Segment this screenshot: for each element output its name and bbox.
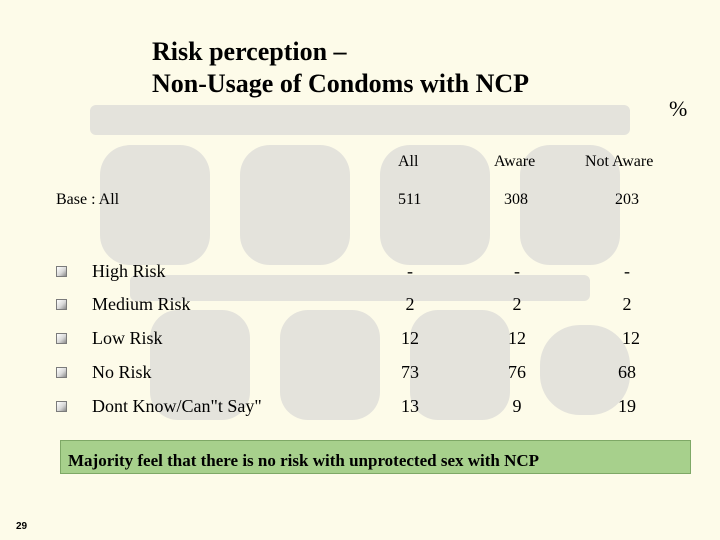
bullet-icon [56, 367, 67, 378]
row-label-low-risk: Low Risk [92, 328, 163, 348]
cell-dont-know-all: 13 [401, 396, 419, 416]
page-title: Risk perception – Non-Usage of Condoms w… [152, 36, 529, 100]
base-label: Base : All [56, 191, 120, 208]
cell-medium-risk-all: 2 [405, 294, 415, 314]
cell-medium-risk-aware: 2 [512, 294, 522, 314]
cell-no-risk-all: 73 [401, 362, 419, 382]
bullet-icon [56, 401, 67, 412]
cell-high-risk-aware: - [514, 261, 520, 281]
base-value-aware: 308 [504, 191, 528, 208]
row-label-high-risk: High Risk [92, 261, 166, 281]
cell-high-risk-all: - [407, 261, 413, 281]
row-label-medium-risk: Medium Risk [92, 294, 191, 314]
title-line-2: Non-Usage of Condoms with NCP [152, 69, 530, 98]
base-value-all: 511 [398, 191, 422, 208]
bullet-icon [56, 266, 67, 277]
page-number: 29 [16, 521, 28, 532]
bullet-icon [56, 333, 67, 344]
cell-high-risk-not-aware: - [624, 261, 630, 281]
cell-dont-know-not-aware: 19 [618, 396, 636, 416]
cell-low-risk-aware: 12 [508, 328, 526, 348]
row-label-dont-know: Dont Know/Can"t Say" [92, 396, 262, 416]
cell-dont-know-aware: 9 [512, 396, 522, 416]
summary-box: Majority feel that there is no risk with… [60, 440, 691, 474]
cell-no-risk-not-aware: 68 [618, 362, 636, 382]
column-header-not-aware: Not Aware [585, 153, 654, 170]
unit-label: % [669, 96, 688, 121]
cell-low-risk-all: 12 [401, 328, 419, 348]
bullet-icon [56, 299, 67, 310]
base-value-not-aware: 203 [615, 191, 639, 208]
cell-low-risk-not-aware: 12 [622, 328, 640, 348]
column-header-aware: Aware [494, 153, 536, 170]
title-line-1: Risk perception – [152, 37, 347, 66]
column-header-all: All [398, 153, 419, 170]
cell-medium-risk-not-aware: 2 [622, 294, 632, 314]
row-label-no-risk: No Risk [92, 362, 152, 382]
cell-no-risk-aware: 76 [508, 362, 526, 382]
